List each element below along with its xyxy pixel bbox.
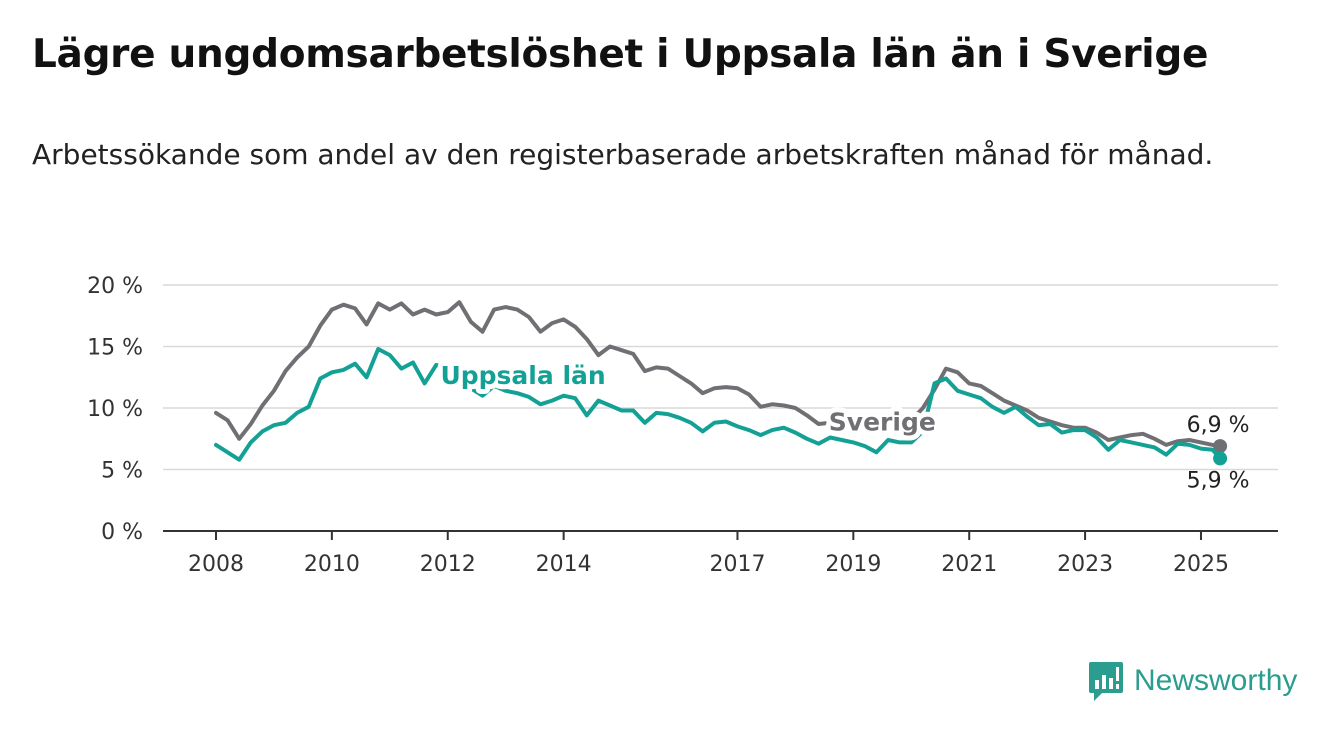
line-chart: 0 %5 %10 %15 %20 % 2008 2010 2012 2014 2017 2… [87,274,1278,577]
series-labels: 6,9 % 5,9 % Uppsala län Sverige [435,356,1250,494]
y-tick-label: 15 % [87,336,143,361]
y-tick-label: 0 % [101,520,143,545]
brand-name: Newsworthy [1134,664,1298,697]
y-tick-label: 20 % [87,274,143,299]
y-tick-label: 5 % [101,459,143,484]
x-tick-label: 2023 [1057,552,1113,577]
brand-logo: Newsworthy [1088,660,1297,702]
bar-chart-icon [1089,662,1123,701]
series-end-point [1213,451,1228,466]
x-tick-label: 2025 [1173,552,1229,577]
y-gridlines [163,284,1278,471]
series-line [214,347,1223,462]
x-tick-label: 2008 [188,552,244,577]
series-end-label: 5,9 % [1187,468,1250,493]
x-tick-label: 2010 [304,552,360,577]
series-end-point [1213,439,1228,454]
x-tick-label: 2021 [941,552,997,577]
chart-subtitle: Arbetssökande som andel av den registerb… [32,138,1214,171]
series-line [214,300,1223,449]
series-lines [214,300,1228,466]
series-name-label: Uppsala län [440,361,605,390]
series-name-label: Sverige [829,408,936,437]
y-tick-label: 10 % [87,397,143,422]
chart-title: Lägre ungdomsarbetslöshet i Uppsala län … [32,32,1209,77]
x-tick-label: 2014 [536,552,592,577]
x-tick-label: 2017 [709,552,765,577]
series-end-label: 6,9 % [1187,413,1250,438]
x-tick-label: 2012 [420,552,476,577]
y-axis-ticks: 0 % 5 % 10 % 15 % 20 % [87,274,143,545]
x-axis: 2008 2010 2012 2014 2017 2019 2021 2023 2025 [163,530,1278,577]
x-tick-label: 2019 [825,552,881,577]
